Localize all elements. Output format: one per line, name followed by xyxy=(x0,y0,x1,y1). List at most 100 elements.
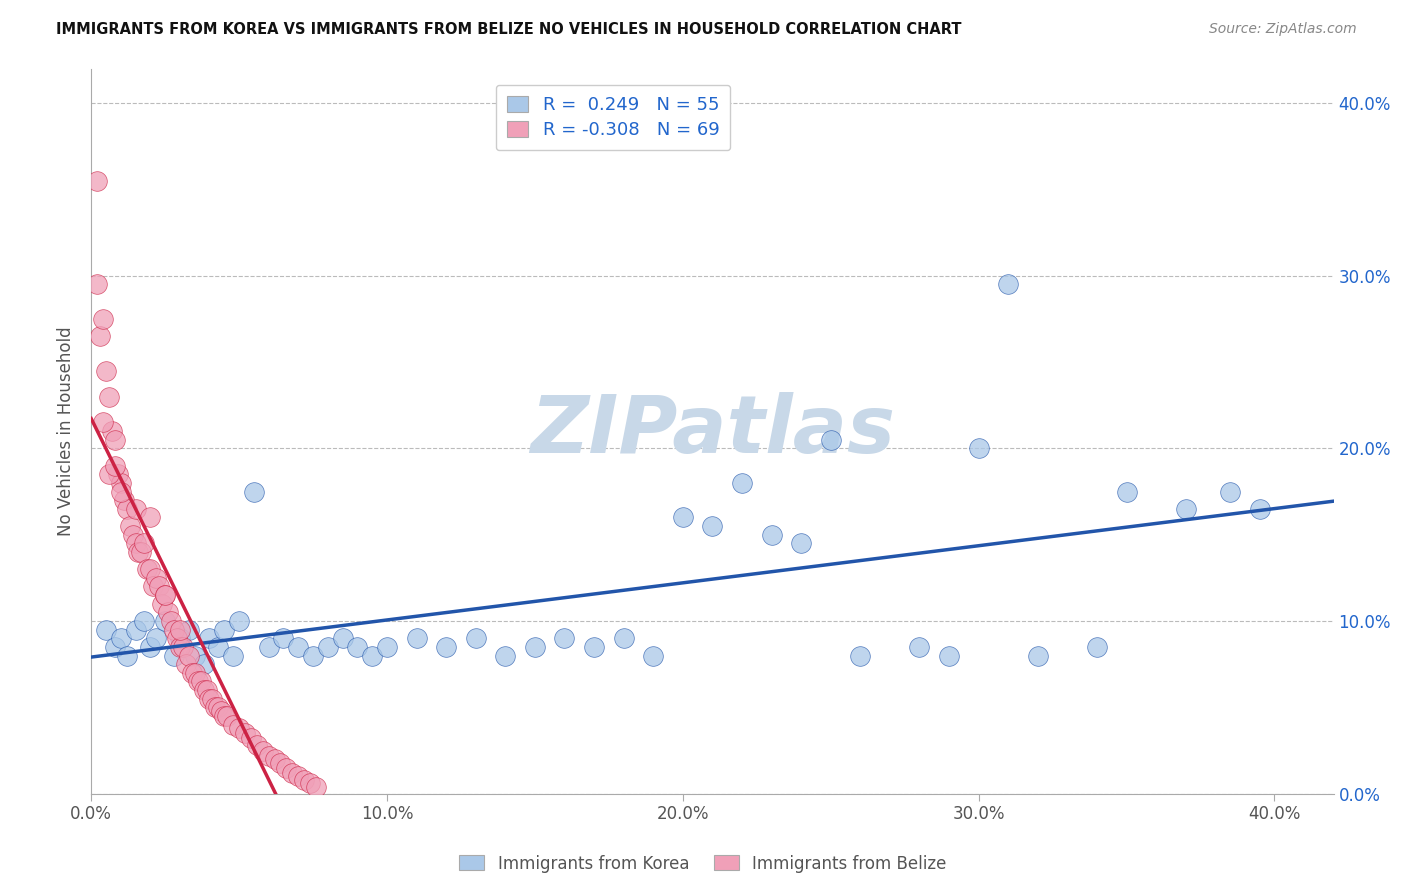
Legend: R =  0.249   N = 55, R = -0.308   N = 69: R = 0.249 N = 55, R = -0.308 N = 69 xyxy=(496,85,730,150)
Point xyxy=(1174,501,1197,516)
Point xyxy=(94,364,117,378)
Point xyxy=(153,614,176,628)
Point xyxy=(257,640,280,654)
Point xyxy=(405,632,427,646)
Point xyxy=(198,632,221,646)
Point xyxy=(1115,484,1137,499)
Point xyxy=(190,674,212,689)
Point xyxy=(702,519,724,533)
Point xyxy=(86,277,108,292)
Point xyxy=(820,433,842,447)
Point xyxy=(464,632,486,646)
Point xyxy=(91,311,114,326)
Point xyxy=(375,640,398,654)
Point xyxy=(209,704,232,718)
Point xyxy=(183,665,205,680)
Point xyxy=(169,623,191,637)
Point xyxy=(139,562,162,576)
Point xyxy=(193,657,215,672)
Point xyxy=(299,776,322,790)
Point xyxy=(124,501,146,516)
Point xyxy=(967,442,990,456)
Point xyxy=(101,424,124,438)
Point xyxy=(163,648,186,663)
Point xyxy=(139,510,162,524)
Point xyxy=(332,632,354,646)
Point xyxy=(160,614,183,628)
Point xyxy=(613,632,636,646)
Point xyxy=(124,623,146,637)
Point xyxy=(316,640,339,654)
Point xyxy=(97,390,120,404)
Point xyxy=(91,416,114,430)
Point xyxy=(228,614,250,628)
Point xyxy=(148,579,170,593)
Legend: Immigrants from Korea, Immigrants from Belize: Immigrants from Korea, Immigrants from B… xyxy=(453,848,953,880)
Point xyxy=(153,588,176,602)
Point xyxy=(790,536,813,550)
Point xyxy=(269,756,291,770)
Point xyxy=(252,743,274,757)
Point xyxy=(276,761,298,775)
Point xyxy=(172,640,194,654)
Point xyxy=(180,665,202,680)
Point xyxy=(127,545,149,559)
Point xyxy=(239,731,262,746)
Point xyxy=(107,467,129,482)
Point xyxy=(583,640,606,654)
Point xyxy=(169,632,191,646)
Point xyxy=(346,640,368,654)
Point xyxy=(672,510,695,524)
Point xyxy=(305,780,328,794)
Point xyxy=(1085,640,1108,654)
Point xyxy=(142,579,165,593)
Point xyxy=(207,640,229,654)
Point xyxy=(104,458,127,473)
Point xyxy=(157,606,180,620)
Point xyxy=(761,527,783,541)
Point xyxy=(104,640,127,654)
Point xyxy=(908,640,931,654)
Point xyxy=(163,623,186,637)
Text: Source: ZipAtlas.com: Source: ZipAtlas.com xyxy=(1209,22,1357,37)
Point xyxy=(292,772,315,787)
Point xyxy=(361,648,384,663)
Point xyxy=(228,721,250,735)
Point xyxy=(169,640,191,654)
Point xyxy=(204,700,226,714)
Point xyxy=(118,519,141,533)
Point xyxy=(174,657,197,672)
Point xyxy=(257,748,280,763)
Point xyxy=(195,683,218,698)
Point xyxy=(643,648,665,663)
Point xyxy=(287,769,309,783)
Point xyxy=(183,648,205,663)
Point xyxy=(150,597,173,611)
Point xyxy=(287,640,309,654)
Point xyxy=(177,623,200,637)
Point xyxy=(153,588,176,602)
Point xyxy=(263,752,285,766)
Point xyxy=(166,632,188,646)
Point xyxy=(523,640,546,654)
Point xyxy=(134,536,156,550)
Point xyxy=(201,691,224,706)
Point xyxy=(849,648,872,663)
Point xyxy=(246,739,269,753)
Point xyxy=(243,484,266,499)
Point xyxy=(104,433,127,447)
Point xyxy=(222,648,245,663)
Point xyxy=(115,501,138,516)
Point xyxy=(89,329,111,343)
Point xyxy=(494,648,516,663)
Point xyxy=(207,700,229,714)
Point xyxy=(110,475,132,490)
Point xyxy=(553,632,575,646)
Point xyxy=(938,648,960,663)
Point xyxy=(145,571,167,585)
Point xyxy=(233,726,256,740)
Point xyxy=(139,640,162,654)
Point xyxy=(997,277,1019,292)
Point xyxy=(110,484,132,499)
Point xyxy=(214,623,236,637)
